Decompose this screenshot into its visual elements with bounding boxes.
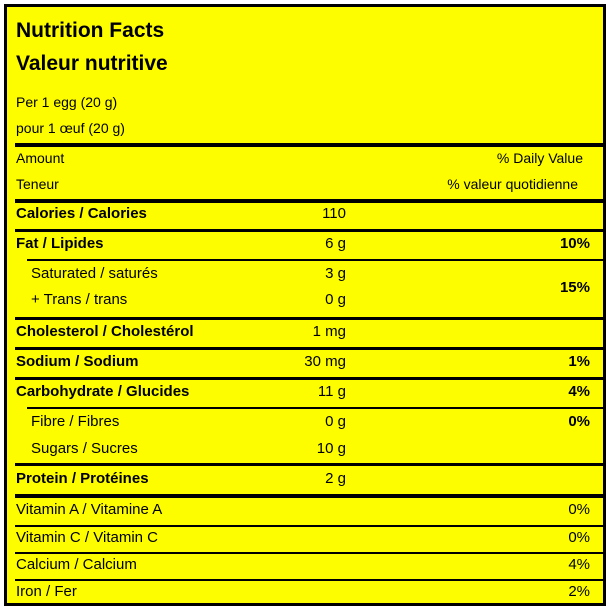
sodium-label: Sodium / Sodium xyxy=(16,353,139,370)
vitamin-c-daily-value: 0% xyxy=(568,529,590,546)
row-divider xyxy=(27,259,603,261)
iron-daily-value: 2% xyxy=(568,583,590,600)
row-divider xyxy=(15,579,603,581)
carbohydrate-daily-value: 4% xyxy=(568,383,590,400)
sugars-amount: 10 g xyxy=(316,440,346,457)
saturated-label: Saturated / saturés xyxy=(31,265,158,282)
trans-label: + Trans / trans xyxy=(31,291,128,308)
thick-rule xyxy=(15,199,603,203)
amount-header-english: Amount xyxy=(16,150,65,166)
row-divider xyxy=(15,552,603,554)
daily-value-header-french: % valeur quotidienne xyxy=(447,176,578,192)
calories-label: Calories / Calories xyxy=(16,205,147,222)
trans-amount: 0 g xyxy=(325,291,346,308)
vitamin-a-daily-value: 0% xyxy=(568,501,590,518)
row-divider xyxy=(27,407,603,409)
fat-amount: 6 g xyxy=(325,235,346,252)
daily-value-header-english: % Daily Value xyxy=(496,150,583,166)
fibre-amount: 0 g xyxy=(325,413,346,430)
amount-header-french: Teneur xyxy=(16,176,59,192)
protein-label: Protein / Protéines xyxy=(16,470,149,487)
row-divider xyxy=(15,525,603,527)
sodium-daily-value: 1% xyxy=(568,353,590,370)
serving-size-french: pour 1 œuf (20 g) xyxy=(16,120,125,136)
row-divider xyxy=(15,377,603,380)
fibre-daily-value: 0% xyxy=(568,413,590,430)
calcium-label: Calcium / Calcium xyxy=(16,556,137,573)
thick-rule xyxy=(15,143,603,147)
fat-label: Fat / Lipides xyxy=(16,235,104,252)
saturated-trans-daily-value: 15% xyxy=(559,279,590,296)
title-english: Nutrition Facts xyxy=(16,19,165,42)
fat-daily-value: 10% xyxy=(559,235,590,252)
iron-label: Iron / Fer xyxy=(16,583,77,600)
cholesterol-label: Cholesterol / Cholestérol xyxy=(16,323,194,340)
thick-rule xyxy=(15,494,603,498)
carbohydrate-amount: 11 g xyxy=(317,383,346,400)
title-french: Valeur nutritive xyxy=(16,52,168,75)
saturated-amount: 3 g xyxy=(325,265,346,282)
carbohydrate-label: Carbohydrate / Glucides xyxy=(16,383,190,400)
row-divider xyxy=(15,229,603,232)
nutrition-facts-label: Nutrition Facts Valeur nutritive Per 1 e… xyxy=(4,4,606,606)
vitamin-a-label: Vitamin A / Vitamine A xyxy=(16,501,163,518)
row-divider xyxy=(15,347,603,350)
row-divider xyxy=(15,463,603,466)
sodium-amount: 30 mg xyxy=(304,353,346,370)
protein-amount: 2 g xyxy=(325,470,346,487)
vitamin-c-label: Vitamin C / Vitamin C xyxy=(16,529,158,546)
serving-size-english: Per 1 egg (20 g) xyxy=(16,94,118,110)
sugars-label: Sugars / Sucres xyxy=(31,440,138,457)
row-divider xyxy=(15,317,603,320)
calories-amount: 110 xyxy=(322,205,346,222)
calcium-daily-value: 4% xyxy=(568,556,590,573)
fibre-label: Fibre / Fibres xyxy=(31,413,120,430)
cholesterol-amount: 1 mg xyxy=(312,323,346,340)
